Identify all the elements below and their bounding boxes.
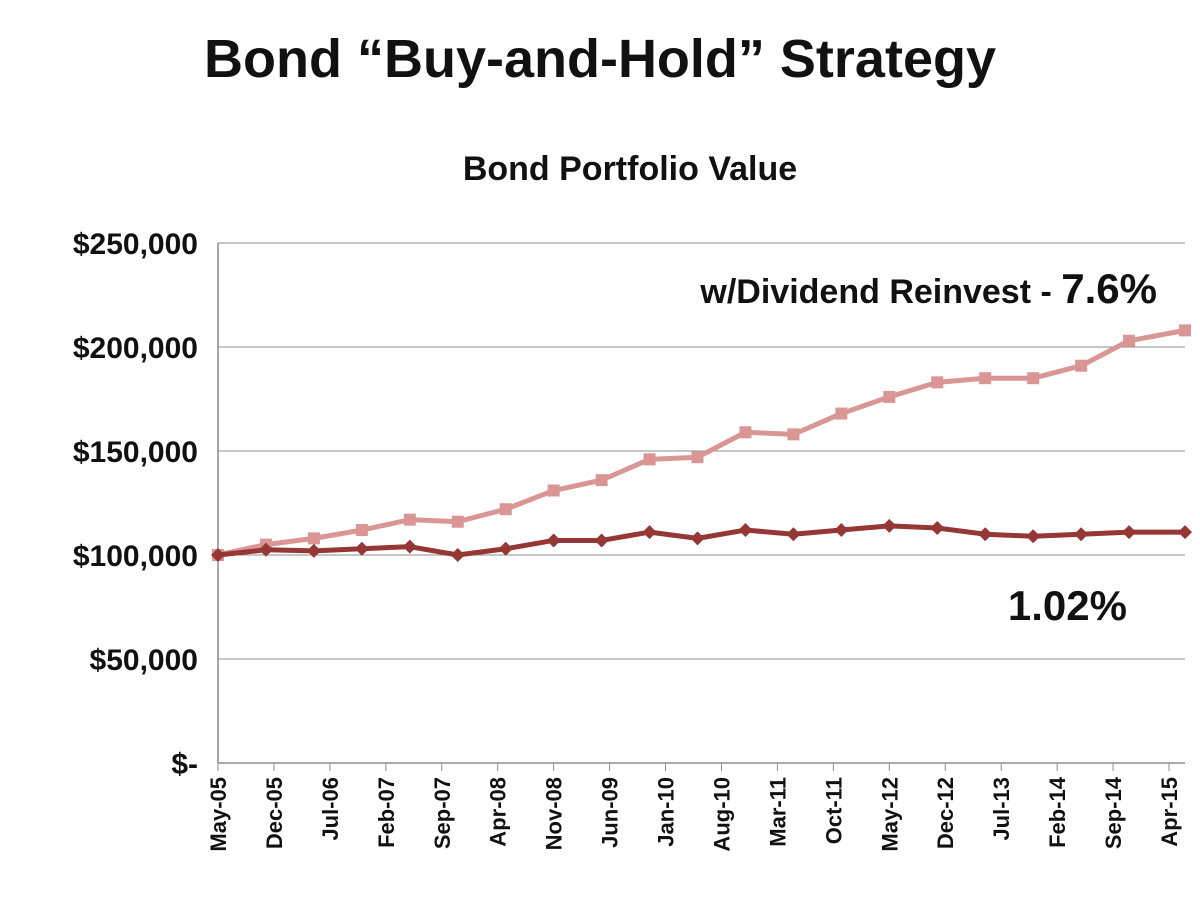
x-tick-label: Oct-11 bbox=[821, 777, 846, 844]
series-0-point bbox=[1027, 372, 1040, 385]
series-0-line bbox=[217, 327, 1186, 558]
series-1-point bbox=[642, 525, 657, 540]
series-0-point bbox=[739, 426, 752, 439]
page-title: Bond “Buy-and-Hold” Strategy bbox=[204, 29, 996, 89]
series-0-point bbox=[883, 390, 896, 403]
series-1-point bbox=[786, 527, 801, 542]
series-0-point bbox=[1075, 359, 1088, 372]
series-0-point bbox=[355, 524, 368, 537]
series-0-point bbox=[1123, 334, 1136, 347]
axes bbox=[217, 243, 1185, 764]
x-tick-label: Dec-05 bbox=[262, 777, 287, 849]
x-tick-label: Jan-10 bbox=[654, 777, 679, 847]
series-1-point bbox=[1122, 525, 1137, 540]
series-0-point bbox=[835, 407, 848, 420]
x-tick-label: Mar-11 bbox=[765, 777, 790, 847]
series-0-point bbox=[499, 503, 512, 516]
series-0-point bbox=[307, 532, 320, 545]
x-tick-label: Jul-13 bbox=[989, 777, 1014, 841]
x-tick-label: Jun-09 bbox=[598, 777, 623, 848]
series-1-point bbox=[882, 518, 897, 533]
chart-title: Bond Portfolio Value bbox=[462, 150, 798, 188]
series-0-point bbox=[643, 453, 656, 466]
x-tick-label: Apr-08 bbox=[486, 777, 511, 847]
series-1-point bbox=[930, 520, 945, 535]
series-0-point bbox=[787, 428, 800, 441]
series-0-point bbox=[979, 372, 992, 385]
series-1-point bbox=[258, 542, 273, 557]
annotation-dividend-label: w/Dividend Reinvest - bbox=[699, 273, 1061, 311]
x-tick-label: May-12 bbox=[877, 777, 902, 852]
series-group bbox=[211, 324, 1192, 562]
series-1-point bbox=[834, 523, 849, 538]
series-1-point bbox=[546, 533, 561, 548]
series-1-point bbox=[306, 543, 321, 558]
x-tick-label: Aug-10 bbox=[709, 777, 734, 852]
series-1-point bbox=[498, 541, 513, 556]
series-0-point bbox=[547, 484, 560, 497]
x-tick-label: Feb-07 bbox=[374, 777, 399, 848]
series-1-point bbox=[354, 541, 369, 556]
series-1-point bbox=[450, 548, 465, 562]
x-tick-label: May-05 bbox=[206, 777, 231, 852]
x-tick-label: Sep-14 bbox=[1101, 776, 1126, 849]
annotation-dividend-value: 7.6% bbox=[1061, 265, 1157, 312]
x-tick-labels: May-05 Dec-05 Jul-06 Feb-07 Sep-07 Apr-08 Nov-… bbox=[206, 763, 1182, 852]
annotation-dividend-reinvest: w/Dividend Reinvest - 7.6% bbox=[699, 265, 1157, 312]
series-1-point bbox=[690, 531, 705, 546]
gridlines bbox=[218, 242, 1185, 660]
series-1-point bbox=[738, 523, 753, 538]
y-tick-label: $200,000 bbox=[73, 332, 198, 365]
y-tick-label: $- bbox=[171, 748, 198, 781]
x-tick-label: Jul-06 bbox=[318, 777, 343, 841]
series-0-point bbox=[403, 513, 416, 526]
series-1-point bbox=[594, 533, 609, 548]
series-1-point bbox=[978, 527, 993, 542]
series-0-point bbox=[1179, 324, 1191, 337]
series-0-point bbox=[691, 451, 704, 464]
y-tick-label: $50,000 bbox=[90, 644, 198, 677]
y-tick-label: $250,000 bbox=[73, 228, 198, 261]
series-0-point bbox=[931, 376, 944, 389]
series-0-point bbox=[451, 515, 464, 528]
series-1-point bbox=[402, 539, 417, 554]
annotation-no-reinvest-value: 1.02% bbox=[1008, 582, 1127, 629]
series-1-point bbox=[1178, 525, 1192, 540]
x-tick-label: Nov-08 bbox=[542, 777, 567, 850]
x-tick-label: Sep-07 bbox=[430, 777, 455, 849]
x-tick-label: Dec-12 bbox=[933, 777, 958, 849]
x-tick-label: Feb-14 bbox=[1045, 776, 1070, 848]
series-1-point bbox=[211, 548, 225, 562]
series-1-point bbox=[1074, 527, 1089, 542]
y-tick-label: $100,000 bbox=[73, 540, 198, 573]
y-tick-label: $150,000 bbox=[73, 436, 198, 469]
x-tick-label: Apr-15 bbox=[1157, 777, 1182, 847]
series-0-point bbox=[595, 474, 608, 487]
series-1-point bbox=[1026, 529, 1041, 544]
y-tick-labels: $- $50,000 $100,000 $150,000 $200,000 $250,00… bbox=[73, 228, 198, 781]
